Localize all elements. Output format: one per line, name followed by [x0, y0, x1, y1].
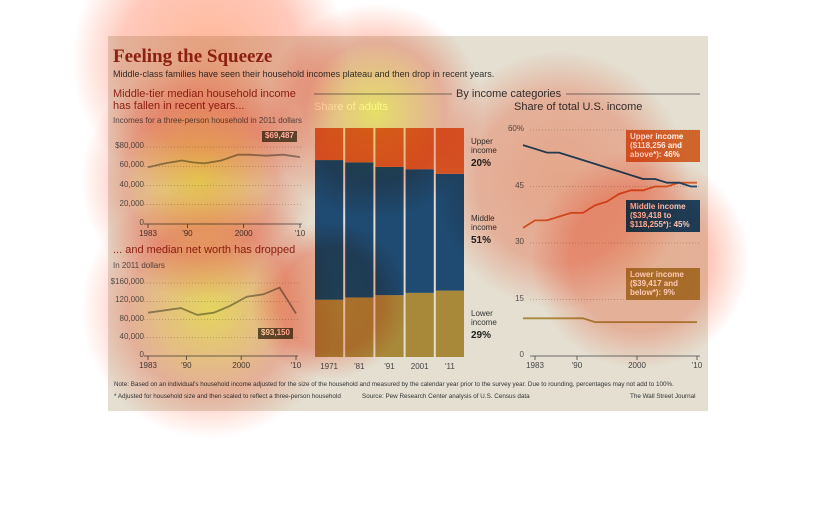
- y-tick-label: 45: [515, 180, 524, 190]
- x-tick-label: 1983: [139, 229, 157, 238]
- subtitle: Middle-class families have seen their ho…: [113, 69, 495, 79]
- chart-title: ... and median net worth has dropped: [113, 244, 296, 256]
- y-tick-label: $80,000: [115, 141, 144, 150]
- x-tick-label: '10: [290, 361, 302, 370]
- footnote: * Adjusted for household size and then s…: [114, 393, 341, 400]
- value-label: 29%: [471, 330, 492, 341]
- chart-title: Share of adults: [314, 101, 388, 113]
- bar-segment: [345, 162, 374, 298]
- x-tick-label: '10: [294, 229, 306, 238]
- annotation: $69,487: [262, 131, 297, 142]
- chart-subtitle: Incomes for a three-person household in …: [113, 116, 302, 125]
- chart-subtitle: In 2011 dollars: [113, 261, 165, 270]
- y-tick-label: $160,000: [110, 277, 144, 286]
- line: [522, 181, 697, 229]
- source: Source: Pew Research Center analysis of …: [362, 393, 530, 400]
- y-tick-label: 80,000: [119, 313, 144, 323]
- y-tick-label: 40,000: [119, 179, 144, 189]
- y-tick-label: 60,000: [119, 160, 144, 170]
- x-tick-label: '11: [444, 362, 455, 371]
- series-label: Upper income ($118,256 and above*): 46%: [626, 130, 700, 163]
- line: [522, 144, 697, 188]
- x-tick-label: '90: [182, 229, 193, 238]
- x-tick-label: '10: [691, 361, 703, 370]
- value-label: 20%: [471, 158, 492, 169]
- series-label: Lower income: [471, 309, 497, 327]
- x-tick-label: 2000: [234, 229, 253, 238]
- bar-segment: [315, 299, 344, 357]
- series-label: Middle income: [471, 214, 497, 232]
- credit: The Wall Street Journal: [630, 393, 696, 400]
- y-tick-label: 0: [519, 350, 524, 359]
- line: [147, 153, 301, 169]
- y-tick-label: 60%: [507, 124, 524, 133]
- y-tick-label: 40,000: [119, 331, 144, 341]
- y-tick-label: 0: [139, 350, 144, 359]
- y-tick-label: 30: [515, 237, 524, 246]
- bar-segment: [345, 128, 374, 163]
- x-tick-label: '91: [384, 362, 395, 371]
- bar-segment: [405, 169, 434, 293]
- bar-segment: [405, 128, 434, 170]
- note: Note: Based on an individual's household…: [114, 381, 674, 388]
- annotation: $93,150: [258, 328, 293, 339]
- y-tick-label: 15: [515, 293, 524, 303]
- x-tick-label: 1983: [139, 361, 157, 370]
- bar-segment: [375, 128, 404, 167]
- bar-segment: [435, 290, 464, 357]
- line: [523, 317, 697, 323]
- title: Feeling the Squeeze: [113, 46, 273, 67]
- bar-segment: [435, 173, 464, 291]
- bar-segment: [375, 295, 404, 357]
- x-tick-label: 1971: [320, 362, 338, 371]
- y-tick-label: 0: [139, 218, 144, 227]
- series-label: Upper income: [471, 137, 497, 155]
- y-tick-label: 20,000: [119, 198, 144, 208]
- bar-segment: [315, 128, 344, 161]
- chart-title: Share of total U.S. income: [514, 101, 643, 113]
- x-tick-label: 2000: [232, 361, 251, 370]
- x-tick-label: '90: [571, 361, 583, 370]
- value-label: 51%: [471, 235, 492, 246]
- series-label: Middle income ($39,418 to $118,255*): 45…: [626, 200, 700, 233]
- bar-segment: [405, 292, 434, 357]
- x-tick-label: '90: [181, 361, 192, 370]
- x-tick-label: 2000: [628, 361, 646, 370]
- bar-segment: [345, 297, 374, 357]
- x-tick-label: 1983: [526, 361, 544, 370]
- series-label: Lower income ($39,417 and below*): 9%: [626, 268, 700, 301]
- section-title: By income categories: [456, 88, 562, 100]
- chart-title: Middle-tier median household income has …: [113, 88, 296, 113]
- y-tick-label: 120,000: [115, 295, 144, 305]
- bar-segment: [375, 166, 404, 296]
- x-tick-label: '81: [354, 362, 365, 371]
- x-tick-label: 2001: [410, 362, 429, 371]
- bar-segment: [435, 128, 464, 174]
